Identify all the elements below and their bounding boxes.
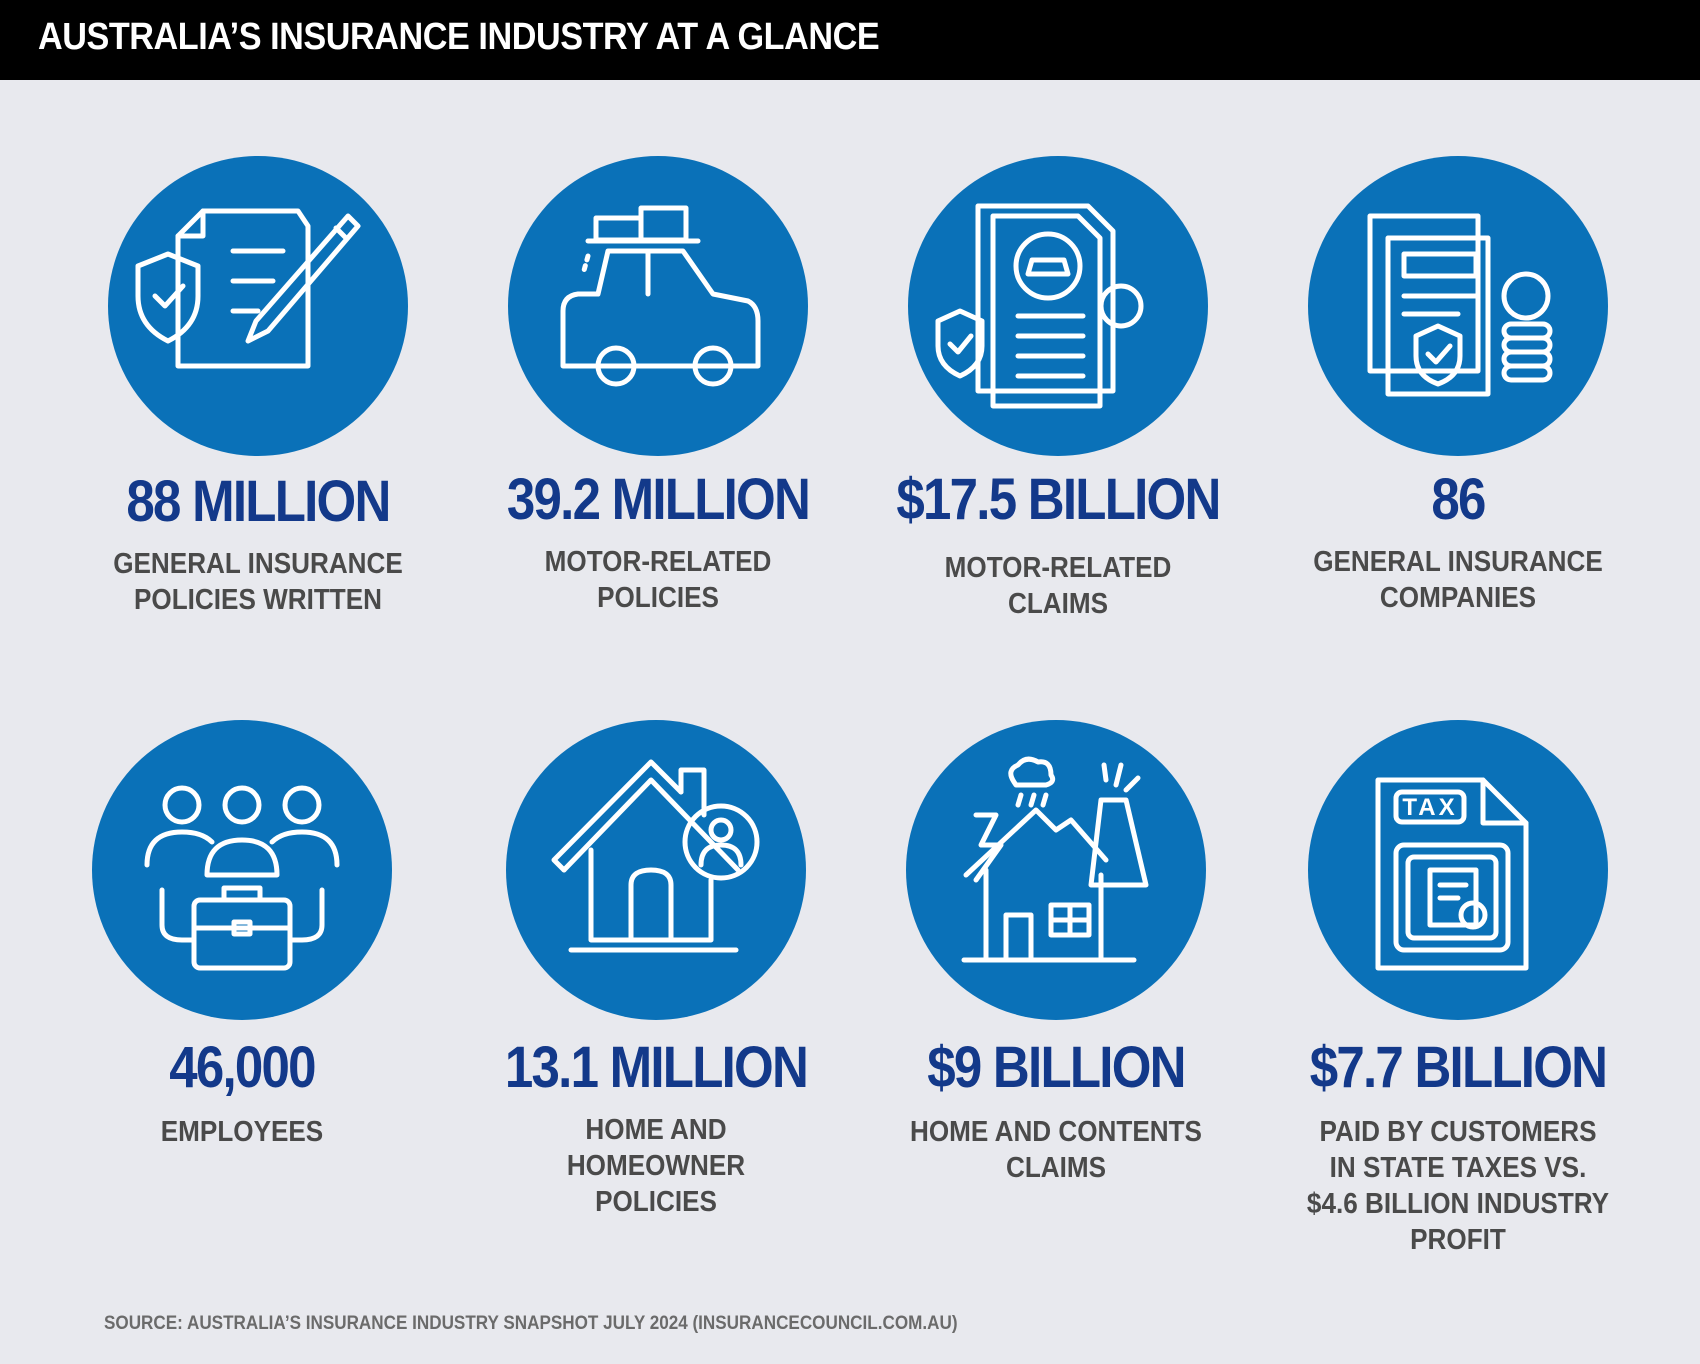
stat-value-motor-claims: $17.5 BILLION [896, 467, 1221, 532]
stat-value-motor-policies: 39.2 MILLION [506, 467, 811, 532]
stat-value-home-policies: 13.1 MILLION [504, 1035, 809, 1100]
stat-value-policies-written: 88 MILLION [126, 469, 391, 534]
stat-value-state-taxes: $7.7 BILLION [1309, 1035, 1608, 1100]
stat-label-home-policies: HOME AND HOMEOWNER POLICIES [566, 1114, 746, 1218]
stat-label-policies-written: GENERAL INSURANCE POLICIES WRITTEN [113, 548, 403, 616]
policy-document-pen-icon [108, 156, 408, 456]
stat-label-companies: GENERAL INSURANCE COMPANIES [1313, 546, 1603, 614]
insurance-company-document-coins-icon [1308, 156, 1608, 456]
header-bar [0, 0, 1700, 80]
employees-briefcase-icon [92, 720, 392, 1020]
stat-value-home-claims: $9 BILLION [927, 1035, 1186, 1100]
stat-value-employees: 46,000 [169, 1035, 316, 1100]
stat-label-home-claims: HOME AND CONTENTS CLAIMS [910, 1116, 1202, 1184]
tax-document-icon: TAX [1308, 720, 1608, 1020]
car-claim-document-icon [908, 156, 1208, 456]
source-note: SOURCE: AUSTRALIA’S INSURANCE INDUSTRY S… [104, 1313, 958, 1334]
stat-label-motor-claims: MOTOR-RELATED CLAIMS [944, 552, 1172, 620]
house-storm-damage-icon [906, 720, 1206, 1020]
stat-label-state-taxes: PAID BY CUSTOMERS IN STATE TAXES VS. $4.… [1306, 1116, 1610, 1256]
stat-label-employees: EMPLOYEES [160, 1116, 324, 1148]
house-homeowner-icon [506, 720, 806, 1020]
stat-value-companies: 86 [1431, 467, 1486, 532]
car-with-luggage-icon [508, 156, 808, 456]
page-title: AUSTRALIA’S INSURANCE INDUSTRY AT A GLAN… [38, 16, 880, 58]
svg-text:TAX: TAX [1402, 794, 1457, 821]
stat-label-motor-policies: MOTOR-RELATED POLICIES [544, 546, 772, 614]
